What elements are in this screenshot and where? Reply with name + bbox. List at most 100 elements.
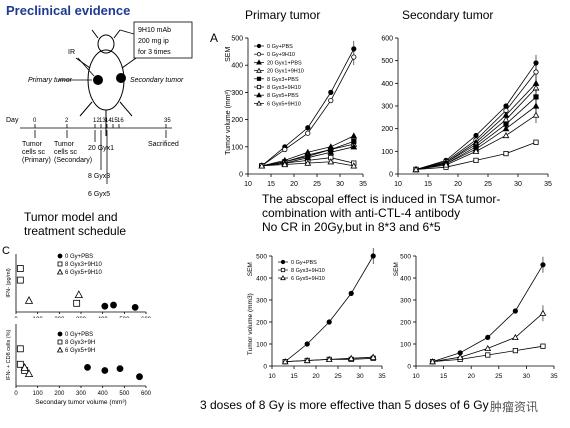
secondary-tumor-label: Secondary tumor xyxy=(130,77,184,84)
data-point xyxy=(73,299,81,307)
data-point xyxy=(84,364,91,371)
data-point xyxy=(24,369,34,377)
legend-marker xyxy=(280,274,286,281)
y-tick-label: 400 xyxy=(256,276,267,283)
legend-marker xyxy=(57,331,63,337)
event-secondary-1: Tumor xyxy=(54,141,75,148)
data-point xyxy=(533,139,539,145)
day-ticks: 0 2 12 13 14 15 16 35 xyxy=(33,118,171,128)
series-line xyxy=(415,83,537,170)
x-tick-label: 20 xyxy=(454,181,462,188)
x-tick-label: 300 xyxy=(76,317,87,318)
data-point xyxy=(348,290,354,297)
legend-marker xyxy=(256,59,262,65)
data-point xyxy=(325,355,333,362)
data-point xyxy=(502,131,510,139)
day-tick-label: 13 xyxy=(99,118,106,124)
legend-marker xyxy=(57,261,63,267)
event-primary-2: cells sc xyxy=(22,149,45,156)
y-axis-label: Tumor volume (mm³) xyxy=(225,90,232,155)
data-point xyxy=(511,333,519,340)
legend-entry: 8 Gyx3+9H10 xyxy=(291,268,325,274)
x-tick-label: 100 xyxy=(33,391,44,397)
treatment-line-3: for 3 times xyxy=(138,49,171,56)
data-point xyxy=(136,373,143,381)
data-point xyxy=(502,125,510,132)
x-tick-label: 20 xyxy=(290,181,298,188)
data-point xyxy=(472,147,480,154)
dose-20gy: 20 Gyx1 xyxy=(88,145,114,152)
treatment-box xyxy=(133,21,193,59)
data-point xyxy=(328,97,334,104)
day-tick-label: 14 xyxy=(105,118,112,124)
data-point xyxy=(110,301,117,309)
data-point xyxy=(485,352,491,358)
y-tick-label: 500 xyxy=(400,254,411,261)
panel-letter: A xyxy=(210,31,218,45)
data-point xyxy=(512,348,518,354)
x-tick-label: 600 xyxy=(141,317,152,318)
x-tick-label: 10 xyxy=(412,373,420,380)
day-tick-label: 12 xyxy=(93,118,100,124)
legend-marker xyxy=(57,253,63,259)
x-tick-label: 30 xyxy=(356,373,364,380)
x-tick-label: 500 xyxy=(119,317,130,318)
event-secondary-3: (Secondary) xyxy=(54,157,92,164)
legend-entry: 6 Gyx5+9H xyxy=(65,348,95,354)
legend-marker xyxy=(256,100,262,106)
data-point xyxy=(503,103,509,109)
data-point xyxy=(351,54,357,60)
dose-arrows xyxy=(94,130,108,184)
data-point xyxy=(328,89,334,96)
y-tick-label: 100 xyxy=(400,342,411,349)
data-point xyxy=(484,344,492,351)
y-tick-label: 300 xyxy=(256,298,267,305)
y-tick-label: 400 xyxy=(400,276,411,283)
y-tick-label: 400 xyxy=(231,63,243,70)
day-tick-label: 0 xyxy=(33,118,37,124)
x-tick-label: 35 xyxy=(359,181,367,188)
data-point xyxy=(74,290,84,298)
y-axis-extra-label: SEM xyxy=(247,262,254,276)
schedule-caption: Tumor model and treatment schedule xyxy=(24,210,126,238)
x-tick-label: 20 xyxy=(468,373,476,380)
legend-entry: 8 Gyx3+9H xyxy=(65,340,95,346)
y-tick-label: 300 xyxy=(381,104,393,111)
legend-entry: 0 Gy+PBS xyxy=(291,260,317,266)
data-point xyxy=(347,354,355,361)
legend-entry: 6 Gyx5+9H10 xyxy=(291,276,325,282)
legend-marker xyxy=(56,346,64,353)
legend-entry: 6 Gyx5+9H10 xyxy=(267,101,301,107)
legend-marker xyxy=(256,84,262,90)
x-tick-label: 15 xyxy=(440,373,448,380)
day-label: Day xyxy=(6,117,19,124)
legend-marker xyxy=(256,52,262,57)
data-point xyxy=(532,111,540,118)
data-point xyxy=(456,353,464,360)
data-point xyxy=(540,343,546,349)
x-tick-label: 300 xyxy=(76,391,87,397)
event-primary-3: (Primary) xyxy=(22,157,51,164)
data-point xyxy=(350,132,358,139)
legend-entry: 20 Gyx1+9H10 xyxy=(267,69,304,75)
x-tick-label: 15 xyxy=(424,181,432,188)
x-tick-label: 500 xyxy=(119,391,130,397)
data-point xyxy=(540,262,546,268)
x-tick-label: 0 xyxy=(14,317,18,318)
data-point xyxy=(369,353,377,360)
y-tick-label: 300 xyxy=(231,90,243,97)
abscopal-text: The abscopal effect is induced in TSA tu… xyxy=(262,192,500,234)
series-line xyxy=(415,87,537,170)
data-point xyxy=(503,151,509,157)
x-tick-label: 25 xyxy=(484,181,492,188)
x-tick-label: 25 xyxy=(495,373,503,380)
legend-marker xyxy=(256,92,262,98)
data-point xyxy=(327,148,335,155)
y-axis-extra-label: SEM xyxy=(393,262,400,276)
treatment-line-2: 200 mg ip xyxy=(138,38,169,45)
x-tick-label: 35 xyxy=(378,373,386,380)
y-tick-label: 500 xyxy=(381,58,393,65)
x-axis-label: Secondary tumor volume (mm³) xyxy=(35,399,126,406)
data-point xyxy=(327,158,335,165)
x-tick-label: 30 xyxy=(514,181,522,188)
